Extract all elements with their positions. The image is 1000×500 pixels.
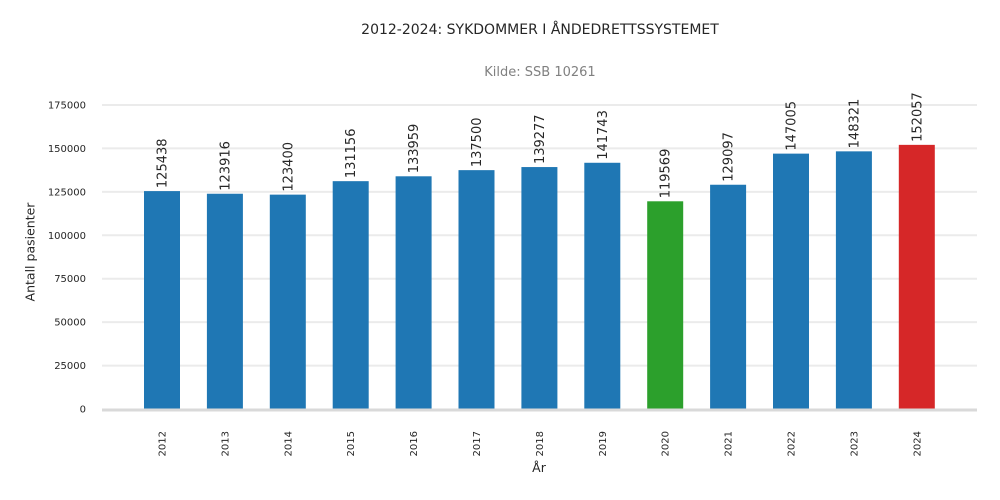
data-label: 123400 [281, 142, 296, 192]
chart-subtitle: Kilde: SSB 10261 [484, 65, 596, 80]
data-label: 137500 [470, 118, 485, 168]
data-label: 148321 [847, 99, 862, 149]
bar-2013 [206, 193, 243, 409]
x-tick-label: 2024 [912, 431, 923, 456]
bar-2019 [584, 162, 621, 409]
data-label: 131156 [344, 129, 359, 179]
x-tick-label: 2012 [158, 431, 169, 456]
y-tick-label: 75000 [54, 274, 86, 285]
y-tick-label: 100000 [48, 231, 86, 242]
bar-2012 [144, 191, 180, 409]
bar-2020 [647, 201, 684, 409]
x-tick-label: 2017 [472, 431, 483, 456]
data-label: 133959 [407, 124, 422, 174]
bar-2018 [521, 167, 558, 409]
x-tick-label: 2020 [661, 431, 672, 456]
x-axis-ticks: 2012 2013 2014 2015 2016 2017 2018 2019 2020 2021… [158, 431, 924, 456]
x-tick-label: 2013 [220, 431, 231, 456]
data-labels: 125438 123916 123400 131156 133959 137500 1392… [156, 92, 926, 198]
bar-2017 [458, 170, 495, 409]
x-tick-label: 2019 [598, 431, 609, 456]
bar-2023 [835, 151, 872, 410]
y-tick-label: 125000 [48, 187, 86, 198]
bars [144, 144, 935, 410]
y-tick-label: 25000 [54, 361, 86, 372]
data-label: 152057 [910, 92, 925, 142]
x-tick-label: 2016 [409, 431, 420, 456]
bar-2015 [332, 181, 369, 409]
x-tick-label: 2022 [787, 431, 798, 456]
bar-2022 [773, 153, 809, 409]
data-label: 129097 [722, 132, 737, 182]
y-tick-label: 150000 [48, 144, 86, 155]
data-label: 141743 [596, 110, 611, 160]
x-tick-label: 2015 [346, 431, 357, 456]
y-tick-label: 50000 [54, 318, 86, 329]
bar-2021 [710, 184, 747, 409]
data-label: 139277 [533, 114, 548, 164]
bar-2024 [898, 144, 935, 409]
y-tick-label: 175000 [48, 101, 86, 112]
data-label: 125438 [156, 138, 171, 188]
x-axis-label: År [532, 460, 546, 475]
x-tick-label: 2023 [849, 431, 860, 456]
x-tick-label: 2014 [283, 431, 294, 456]
y-axis-ticks: 0 25000 50000 75000 100000 125000 150000 175000 [48, 101, 86, 416]
bar-2014 [269, 194, 306, 409]
bar-2016 [395, 176, 432, 409]
data-label: 147005 [785, 101, 800, 151]
data-label: 119569 [659, 149, 674, 199]
chart-title: 2012-2024: SYKDOMMER I ÅNDEDRETTSSYSTEME… [361, 22, 719, 38]
data-label: 123916 [218, 141, 233, 191]
x-tick-label: 2021 [724, 431, 735, 456]
x-tick-label: 2018 [535, 431, 546, 456]
y-tick-label: 0 [80, 405, 86, 416]
